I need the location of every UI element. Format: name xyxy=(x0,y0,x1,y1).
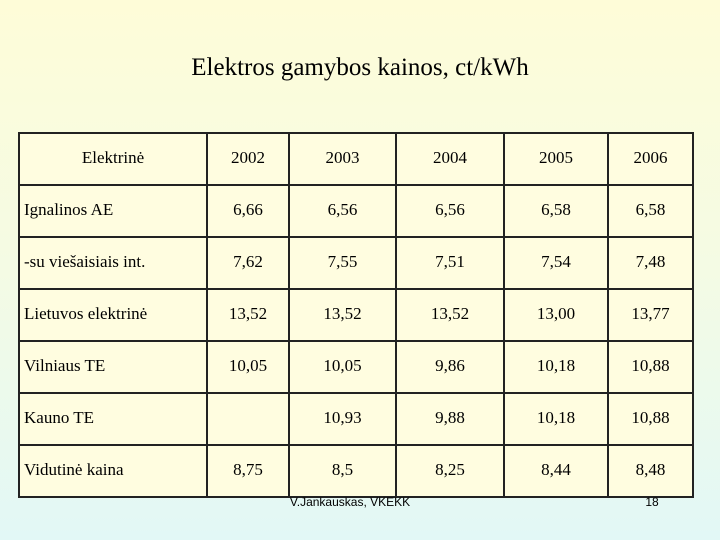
page-number: 18 xyxy=(645,495,659,509)
row-label: Vilniaus TE xyxy=(18,340,208,394)
table-cell: 10,18 xyxy=(503,392,609,446)
table-cell: 6,56 xyxy=(395,184,505,238)
table-cell: 10,88 xyxy=(607,340,694,394)
table-cell xyxy=(206,392,290,446)
price-table: Elektrinė 2002 2003 2004 2005 2006 Ignalinos A… xyxy=(18,132,694,498)
row-label: Ignalinos AE xyxy=(18,184,208,238)
table-cell: 7,51 xyxy=(395,236,505,290)
table-cell: 13,00 xyxy=(503,288,609,342)
table-row: Vilniaus TE 10,05 10,05 9,86 10,18 10,88 xyxy=(18,340,694,394)
table-cell: 8,5 xyxy=(288,444,397,498)
table-cell: 10,05 xyxy=(206,340,290,394)
table-cell: 2003 xyxy=(288,132,397,186)
table-cell: 10,18 xyxy=(503,340,609,394)
table-cell: 2002 xyxy=(206,132,290,186)
table-cell: 9,86 xyxy=(395,340,505,394)
table-cell: 2005 xyxy=(503,132,609,186)
row-label: Lietuvos elektrinė xyxy=(18,288,208,342)
table-cell: 13,52 xyxy=(395,288,505,342)
table-row: Kauno TE 10,93 9,88 10,18 10,88 xyxy=(18,392,694,446)
footer-author: V.Jankauskas, VKEKK xyxy=(289,495,411,509)
slide-title: Elektros gamybos kainos, ct/kWh xyxy=(191,54,529,81)
row-label: -su viešaisiais int. xyxy=(18,236,208,290)
table-row: Elektrinė 2002 2003 2004 2005 2006 xyxy=(18,132,694,186)
table-cell: 8,48 xyxy=(607,444,694,498)
table-cell: 7,62 xyxy=(206,236,290,290)
table-cell: 10,88 xyxy=(607,392,694,446)
table-cell: 6,66 xyxy=(206,184,290,238)
table-cell: 10,05 xyxy=(288,340,397,394)
table-cell: 8,75 xyxy=(206,444,290,498)
table-cell: 9,88 xyxy=(395,392,505,446)
table-cell: 10,93 xyxy=(288,392,397,446)
table-cell: 13,52 xyxy=(288,288,397,342)
table-row: Vidutinė kaina 8,75 8,5 8,25 8,44 8,48 xyxy=(18,444,694,498)
table-cell: 8,25 xyxy=(395,444,505,498)
table-cell: 6,58 xyxy=(503,184,609,238)
table-cell: 7,48 xyxy=(607,236,694,290)
table-row: -su viešaisiais int. 7,62 7,55 7,51 7,54 7,48 xyxy=(18,236,694,290)
table-cell: 2004 xyxy=(395,132,505,186)
table-cell: 2006 xyxy=(607,132,694,186)
row-label: Elektrinė xyxy=(18,132,208,186)
table-cell: 8,44 xyxy=(503,444,609,498)
table-cell: 6,56 xyxy=(288,184,397,238)
table-body: Elektrinė 2002 2003 2004 2005 2006 Ignalinos A… xyxy=(18,132,694,498)
table-row: Ignalinos AE 6,66 6,56 6,56 6,58 6,58 xyxy=(18,184,694,238)
table-row: Lietuvos elektrinė 13,52 13,52 13,52 13,00 13… xyxy=(18,288,694,342)
row-label: Vidutinė kaina xyxy=(18,444,208,498)
table-cell: 6,58 xyxy=(607,184,694,238)
table-cell: 13,77 xyxy=(607,288,694,342)
table-cell: 13,52 xyxy=(206,288,290,342)
table-cell: 7,55 xyxy=(288,236,397,290)
row-label: Kauno TE xyxy=(18,392,208,446)
table-cell: 7,54 xyxy=(503,236,609,290)
